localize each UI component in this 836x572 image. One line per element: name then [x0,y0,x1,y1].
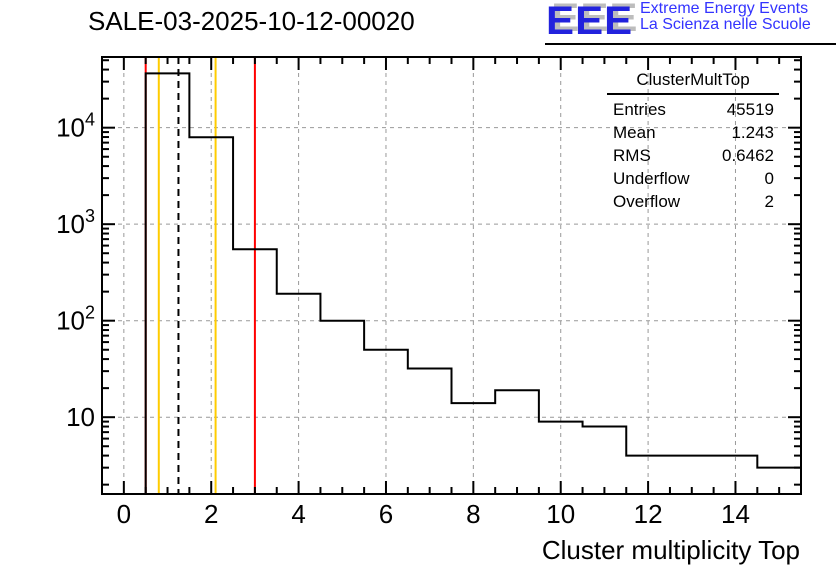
eee-logo-line2: La Scienza nelle Scuole [640,16,811,33]
stats-row: Underflow 0 [607,167,779,190]
stats-label: Mean [613,123,656,142]
stats-value: 0.6462 [722,146,774,165]
x-tick-label: 6 [379,499,393,529]
stats-label: Overflow [613,192,681,211]
eee-logo-letters: EEE [546,0,634,43]
eee-logo-caption: Extreme Energy Events La Scienza nelle S… [640,1,811,33]
stats-value: 2 [764,192,774,211]
stats-label: Entries [613,100,666,119]
stats-label: Underflow [613,169,690,188]
histogram-line [102,72,801,495]
plot-title: SALE-03-2025-10-12-00020 [88,6,415,36]
stats-row: RMS 0.6462 [607,144,779,167]
y-tick-label: 10 [66,402,95,432]
x-axis-title: Cluster multiplicity Top [541,535,800,565]
eee-logo-line1: Extreme Energy Events [640,0,809,17]
stats-box-title: ClusterMultTop [607,70,779,95]
x-tick-label: 8 [466,499,480,529]
eee-logo: EEE Extreme Energy Events La Scienza nel… [545,0,836,46]
y-tick-label: 103 [56,206,95,239]
x-tick-label: 14 [721,499,750,529]
y-tick-label: 104 [56,110,95,143]
stats-value: 1.243 [731,123,774,142]
stats-row: Mean 1.243 [607,121,779,144]
stats-label: RMS [613,146,651,165]
x-tick-label: 10 [546,499,575,529]
x-tick-label: 4 [291,499,305,529]
stats-box: ClusterMultTop Entries 45519 Mean 1.243 RMS 0… [607,70,779,213]
stats-value: 0 [764,169,774,188]
stats-row: Overflow 2 [607,190,779,213]
stats-row: Entries 45519 [607,98,779,121]
y-tick-label: 102 [56,303,95,336]
stats-value: 45519 [726,100,774,119]
x-tick-label: 0 [117,499,131,529]
x-tick-label: 2 [204,499,218,529]
eee-logo-underline [545,43,836,45]
stats-box-rows: Entries 45519 Mean 1.243 RMS 0.6462 Underflow 0… [607,95,779,213]
x-tick-label: 12 [634,499,663,529]
